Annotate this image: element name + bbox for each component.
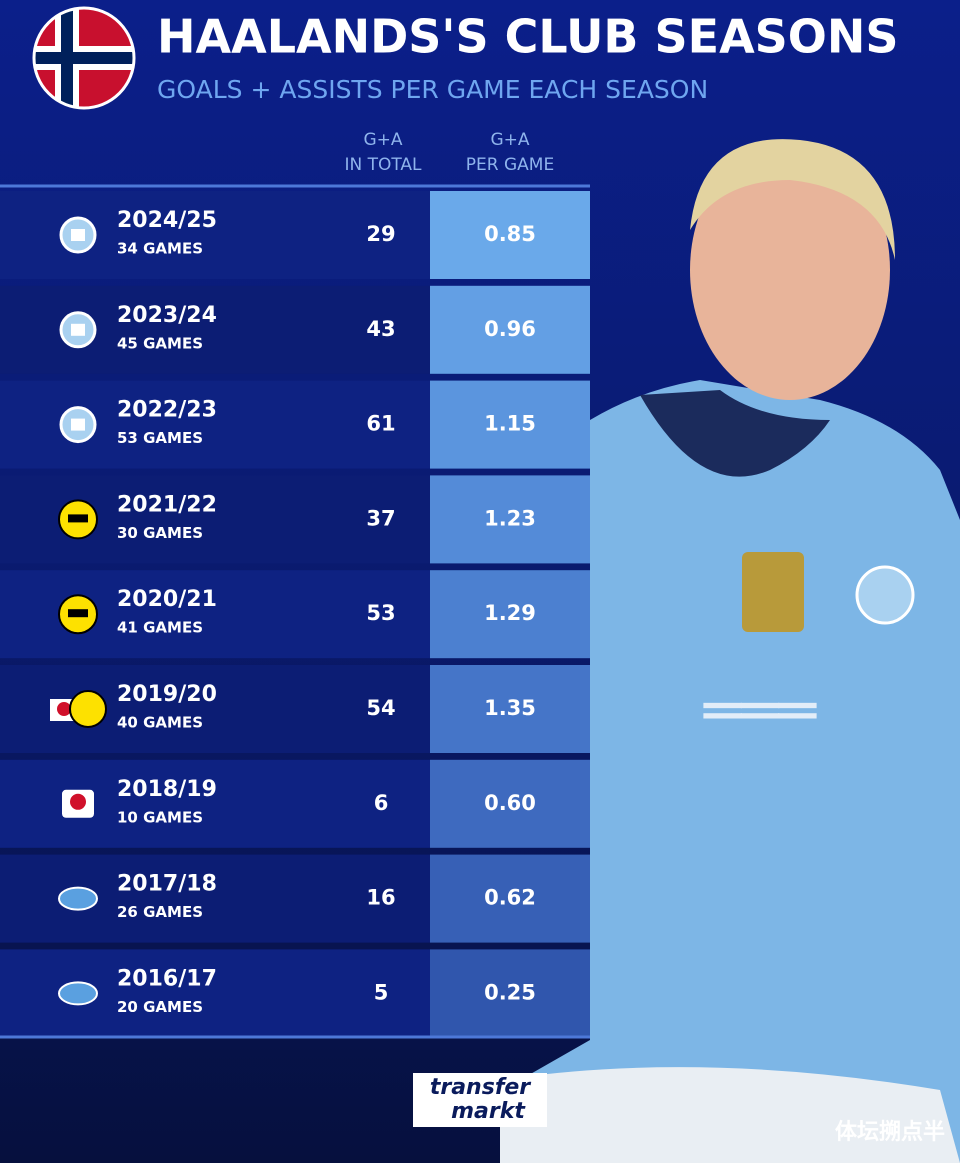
sponsor-graphic: ═══	[703, 674, 817, 747]
column-header: G+A	[490, 130, 529, 150]
per-game-cell	[430, 380, 590, 469]
games: 26 GAMES	[117, 903, 203, 921]
per-game-cell	[430, 191, 590, 279]
club-icon	[71, 229, 85, 241]
games: 34 GAMES	[117, 240, 203, 258]
total: 61	[366, 412, 395, 436]
per-game: 1.15	[484, 412, 536, 436]
total: 16	[366, 886, 395, 910]
table-row: 2017/18 26 GAMES 16 0.62	[0, 854, 590, 943]
table-row: 2020/21 41 GAMES 53 1.29	[0, 570, 590, 659]
total: 5	[374, 980, 389, 1004]
total: 43	[366, 317, 395, 341]
season: 2017/18	[117, 872, 217, 897]
games: 10 GAMES	[117, 808, 203, 826]
column-header: PER GAME	[466, 155, 554, 175]
per-game-cell	[430, 285, 590, 374]
total: 53	[366, 601, 395, 625]
per-game: 1.29	[484, 601, 536, 625]
title: HAALANDS'S CLUB SEASONS	[157, 10, 899, 64]
table-row: 2018/19 10 GAMES 6 0.60	[0, 759, 590, 848]
club-icon	[69, 690, 107, 728]
club-icon	[58, 886, 98, 911]
brand-line1: transfer	[430, 1075, 531, 1100]
per-game-cell	[430, 570, 590, 659]
games: 20 GAMES	[117, 998, 203, 1016]
table-row: 2019/20 40 GAMES 54 1.35	[0, 665, 590, 753]
club-icon	[70, 793, 86, 810]
brand-line2: markt	[451, 1099, 526, 1124]
brand-logo: transfer markt	[413, 1073, 547, 1127]
games: 45 GAMES	[117, 334, 203, 352]
per-game-cell	[430, 759, 590, 848]
games: 53 GAMES	[117, 429, 203, 447]
table-row: 2023/24 45 GAMES 43 0.96	[0, 285, 590, 374]
per-game: 0.62	[484, 886, 536, 910]
per-game-cell	[430, 475, 590, 564]
watermark: 体坛搠点半	[835, 1119, 945, 1145]
club-icon	[71, 323, 85, 336]
season: 2024/25	[117, 208, 217, 233]
season: 2020/21	[117, 587, 217, 612]
per-game-cell	[430, 665, 590, 753]
per-game: 0.85	[484, 222, 536, 246]
total: 6	[374, 791, 389, 815]
per-game-cell	[430, 949, 590, 1038]
table-row: 2021/22 30 GAMES 37 1.23	[0, 475, 590, 564]
column-header: G+A	[363, 130, 402, 150]
club-icon	[68, 609, 88, 618]
total: 37	[366, 506, 395, 530]
table: 2024/25 34 GAMES 29 0.85 2023/24 45 GAMES 43 0.…	[0, 191, 590, 1038]
games: 30 GAMES	[117, 524, 203, 542]
per-game: 1.23	[484, 506, 536, 530]
per-game: 1.35	[484, 696, 536, 720]
club-icon	[71, 418, 85, 431]
total: 29	[366, 222, 395, 246]
table-row: 2016/17 20 GAMES 5 0.25	[0, 949, 590, 1038]
season: 2016/17	[117, 966, 217, 991]
table-row: 2022/23 53 GAMES 61 1.15	[0, 380, 590, 469]
season: 2023/24	[117, 303, 217, 328]
norway-flag	[34, 8, 134, 108]
column-header: IN TOTAL	[344, 155, 422, 175]
games: 40 GAMES	[117, 714, 203, 732]
games: 41 GAMES	[117, 619, 203, 637]
subtitle: GOALS + ASSISTS PER GAME EACH SEASON	[157, 75, 708, 104]
per-game-cell	[430, 854, 590, 943]
table-row: 2024/25 34 GAMES 29 0.85	[0, 191, 590, 279]
season: 2021/22	[117, 492, 217, 517]
total: 54	[366, 696, 395, 720]
per-game: 0.60	[484, 791, 536, 815]
column-headers: G+A IN TOTAL G+A PER GAME	[344, 130, 554, 175]
club-icon	[57, 702, 71, 716]
season: 2018/19	[117, 777, 217, 802]
player-image: ═══	[500, 139, 960, 1163]
season: 2019/20	[117, 682, 217, 707]
season: 2022/23	[117, 398, 217, 423]
per-game: 0.25	[484, 980, 536, 1004]
club-icon	[68, 514, 88, 523]
club-icon	[58, 981, 98, 1006]
per-game: 0.96	[484, 317, 536, 341]
